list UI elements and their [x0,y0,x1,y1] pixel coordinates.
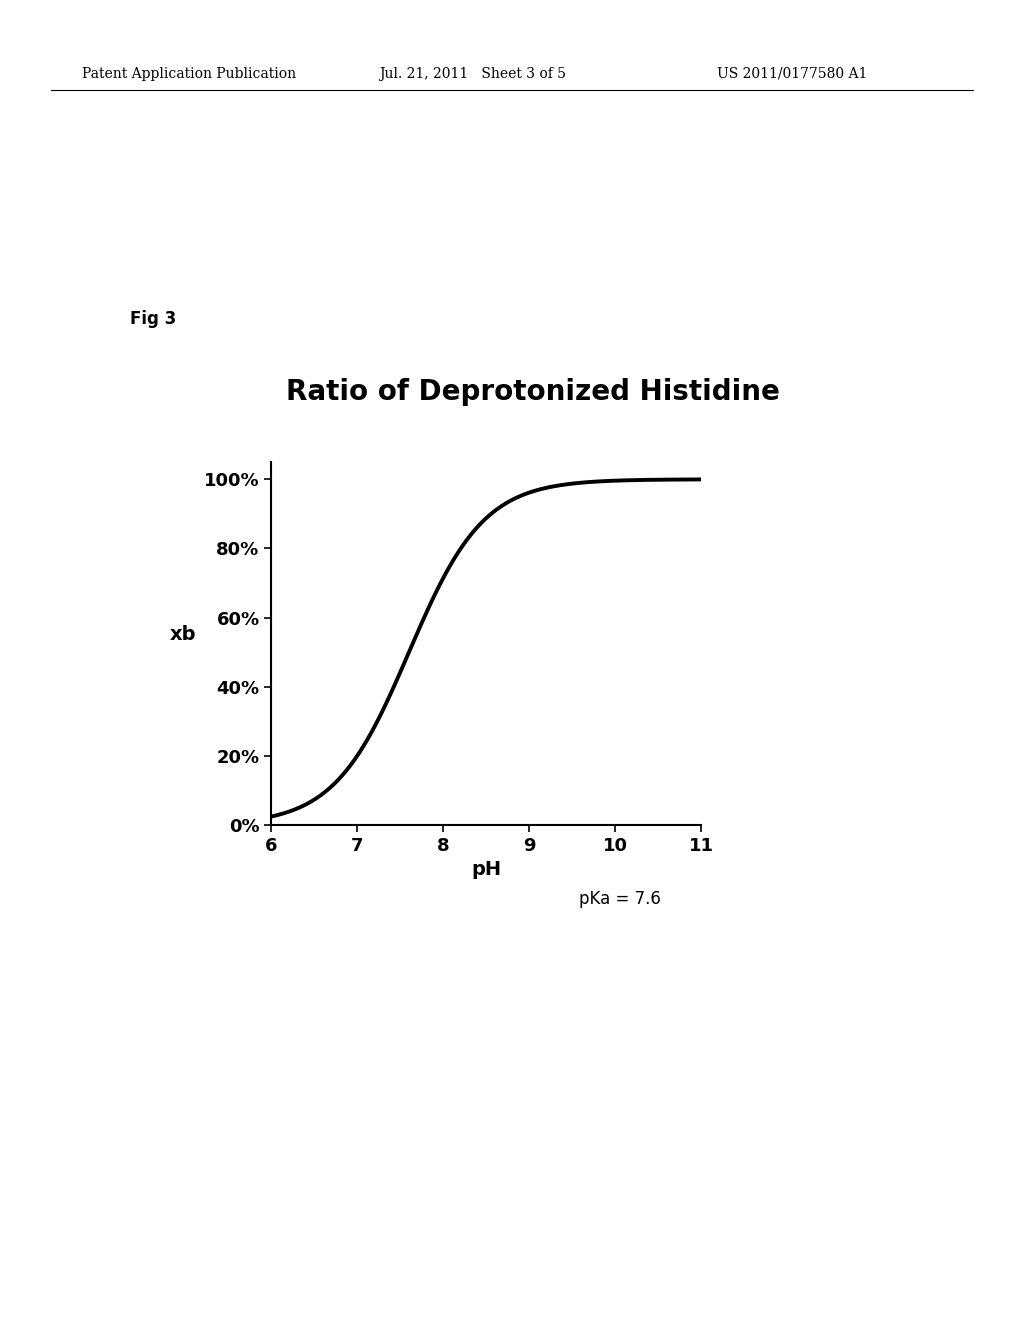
X-axis label: pH: pH [471,861,502,879]
Y-axis label: xb: xb [170,624,197,644]
Text: pKa = 7.6: pKa = 7.6 [579,890,660,908]
Text: Fig 3: Fig 3 [130,310,176,329]
Text: Jul. 21, 2011   Sheet 3 of 5: Jul. 21, 2011 Sheet 3 of 5 [379,67,566,81]
Text: Ratio of Deprotonized Histidine: Ratio of Deprotonized Histidine [286,378,779,405]
Text: US 2011/0177580 A1: US 2011/0177580 A1 [717,67,867,81]
Text: Patent Application Publication: Patent Application Publication [82,67,296,81]
